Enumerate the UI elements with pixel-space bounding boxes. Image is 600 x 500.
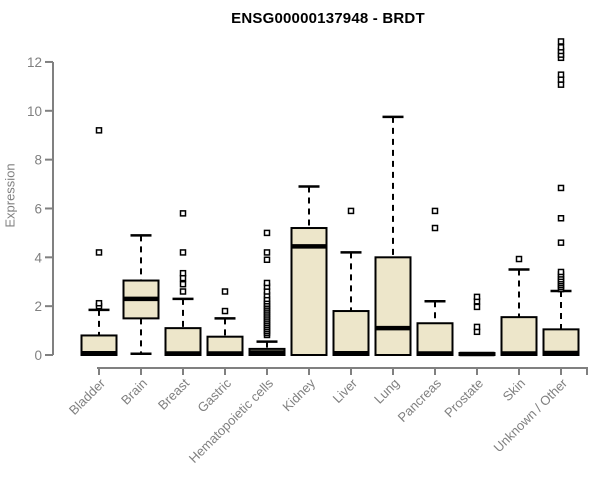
outlier-point	[95, 299, 103, 307]
y-tick-label: 10	[27, 104, 42, 119]
outlier-point	[515, 255, 523, 263]
outlier-point	[95, 249, 103, 256]
outlier-point	[263, 249, 271, 256]
x-tick-label: Lung	[371, 376, 402, 407]
x-tick-label: Kidney	[279, 375, 318, 414]
x-tick-label: Breast	[155, 375, 192, 412]
outlier-point	[557, 239, 565, 246]
outlier-point	[263, 229, 271, 237]
x-tick-label: Bladder	[66, 375, 109, 418]
outlier-point	[557, 214, 565, 222]
outlier-point	[431, 207, 439, 215]
box-Pancreas	[416, 322, 454, 356]
box-Liver	[332, 310, 370, 357]
outlier-point	[263, 279, 271, 287]
y-tick-label: 8	[34, 153, 42, 168]
outlier-point	[179, 210, 187, 217]
outlier-point	[179, 288, 187, 295]
outlier-point	[473, 293, 481, 301]
outlier-point	[557, 71, 565, 78]
outlier-point	[221, 288, 229, 295]
outlier-point	[263, 256, 271, 264]
x-tick-label: Brain	[118, 376, 150, 408]
box-Lung	[374, 256, 412, 357]
x-tick-label: Gastric	[194, 375, 234, 415]
outlier-point	[473, 303, 481, 311]
outlier-point	[347, 207, 355, 215]
outlier-point	[95, 127, 103, 134]
outlier-point	[473, 323, 481, 331]
outlier-point	[179, 269, 187, 277]
x-tick-label: Pancreas	[395, 375, 445, 425]
x-tick-label: Unknown / Other	[491, 375, 571, 455]
outlier-point	[431, 224, 439, 232]
x-tick-label: Skin	[500, 376, 528, 404]
x-tick-label: Prostate	[441, 376, 486, 421]
outlier-point	[179, 280, 187, 288]
outlier-point	[557, 38, 565, 45]
outlier-point	[557, 81, 565, 88]
y-axis-label: Expression	[2, 163, 18, 228]
outlier-point	[221, 307, 229, 315]
outlier-point	[557, 268, 565, 276]
box-Kidney	[290, 227, 328, 357]
box-Skin	[500, 316, 538, 356]
y-tick-label: 4	[34, 250, 42, 265]
y-tick-label: 6	[34, 201, 42, 216]
outlier-point	[179, 249, 187, 256]
chart-title: ENSG00000137948 - BRDT	[231, 10, 425, 27]
outlier-point	[557, 44, 565, 51]
y-tick-label: 0	[34, 348, 42, 363]
y-tick-label: 12	[27, 55, 42, 70]
y-tick-label: 2	[34, 299, 42, 314]
x-tick-label: Liver	[330, 375, 361, 406]
outlier-point	[557, 184, 565, 192]
box-Breast	[164, 327, 202, 356]
